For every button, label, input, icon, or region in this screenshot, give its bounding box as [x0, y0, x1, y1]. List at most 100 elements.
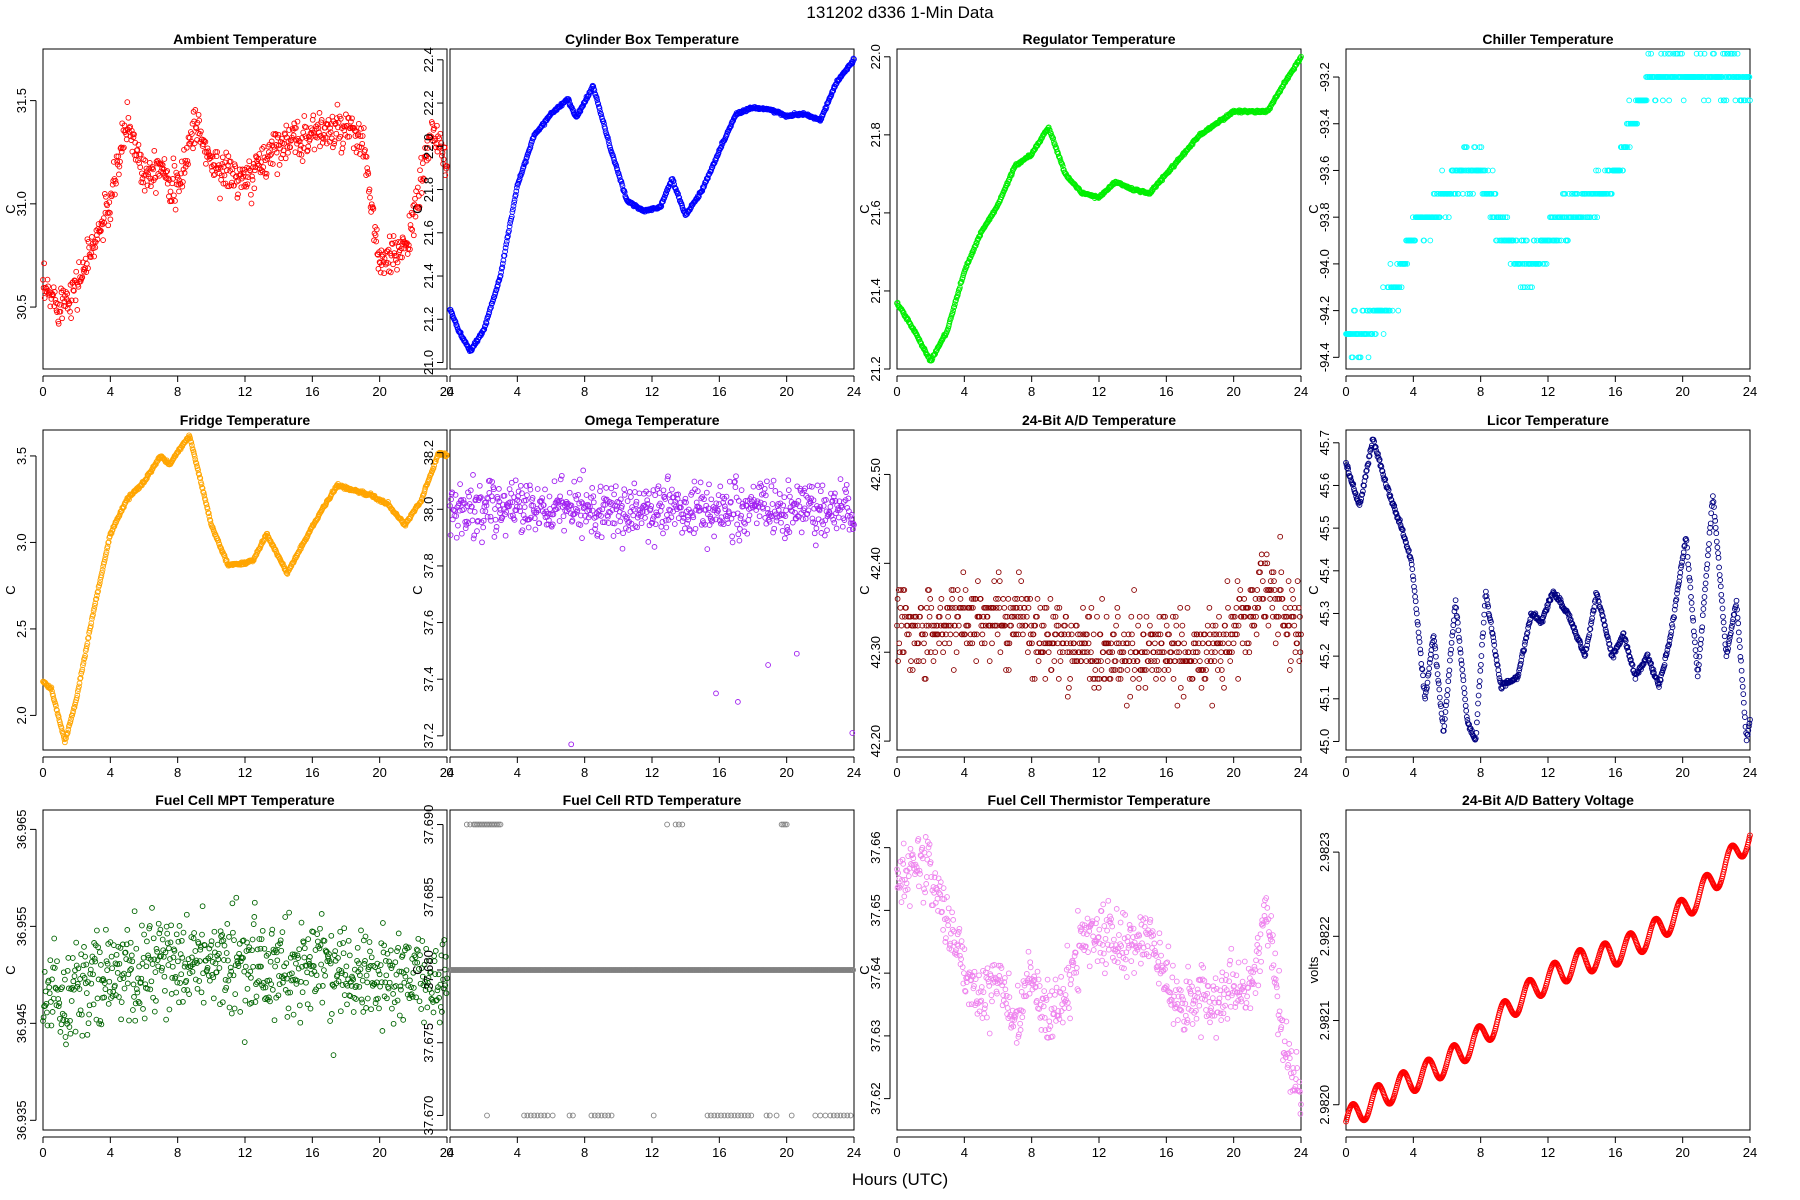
data-point	[1103, 613, 1110, 620]
data-point	[820, 503, 827, 509]
data-point	[89, 243, 96, 250]
data-point	[263, 170, 270, 177]
y-tick-label: 21.6	[421, 220, 436, 245]
data-point	[47, 303, 54, 310]
data-point	[408, 209, 415, 216]
data-point	[351, 125, 358, 131]
data-point	[1051, 658, 1058, 664]
data-point	[519, 167, 526, 174]
data-point	[938, 596, 945, 602]
data-point	[831, 519, 838, 526]
x-tick-label: 20	[372, 384, 386, 399]
x-axis: 0 4 8 12 16 20 24	[39, 375, 454, 399]
data-point	[348, 118, 354, 125]
data-point	[117, 158, 123, 165]
data-point	[1129, 631, 1135, 638]
data-point	[460, 335, 466, 341]
data-point	[223, 167, 230, 174]
data-point	[630, 512, 637, 519]
data-point	[474, 528, 480, 534]
data-point	[927, 596, 934, 602]
data-point	[218, 172, 225, 179]
data-points	[447, 467, 857, 748]
y-axis-label: C	[857, 585, 872, 594]
data-point	[168, 197, 174, 204]
data-point	[973, 658, 980, 664]
data-point	[812, 542, 819, 549]
data-point	[440, 156, 447, 163]
y-tick-label: 22.4	[421, 47, 436, 72]
data-point	[1018, 578, 1025, 584]
data-point	[787, 493, 793, 500]
x-tick-label: 8	[581, 384, 588, 399]
data-point	[1099, 596, 1105, 602]
panel-title: Regulator Temperature	[1023, 31, 1176, 47]
data-point	[387, 269, 394, 276]
data-point	[244, 181, 251, 188]
data-point	[734, 521, 740, 528]
y-tick-label: 2.5	[14, 620, 29, 638]
data-point	[297, 146, 304, 153]
data-point	[112, 191, 118, 198]
data-point	[756, 513, 763, 520]
data-point	[304, 147, 311, 154]
plot-frame	[896, 429, 1302, 751]
data-point	[793, 650, 800, 657]
data-point	[219, 161, 226, 167]
data-point	[121, 122, 128, 129]
data-point	[1123, 702, 1130, 709]
panel-title: Cylinder Box Temperature	[565, 31, 739, 47]
data-point	[785, 477, 792, 484]
data-point	[697, 479, 704, 486]
data-point	[503, 241, 510, 248]
x-tick-label: 0	[39, 384, 46, 399]
data-point	[171, 192, 177, 199]
data-point	[68, 315, 74, 321]
data-point	[447, 532, 454, 538]
x-tick-label: 12	[645, 765, 659, 780]
data-point	[105, 222, 112, 229]
data-point	[657, 508, 664, 514]
data-point	[950, 667, 957, 673]
data-point	[331, 140, 337, 147]
data-point	[316, 110, 323, 116]
data-point	[1135, 684, 1142, 691]
data-point	[263, 174, 269, 180]
data-point	[1104, 658, 1111, 664]
data-point	[80, 259, 86, 266]
x-tick-label: 24	[847, 384, 861, 399]
data-point	[337, 115, 344, 122]
data-point	[198, 128, 204, 135]
data-point	[511, 199, 517, 206]
data-point	[761, 485, 768, 492]
data-point	[579, 535, 585, 541]
data-point	[172, 206, 179, 213]
data-point	[619, 545, 626, 552]
x-tick-label: 12	[1541, 384, 1555, 399]
data-point	[753, 520, 760, 527]
data-point	[404, 251, 411, 257]
data-point	[957, 596, 964, 602]
data-point	[839, 523, 846, 530]
data-point	[425, 145, 431, 151]
data-point	[713, 690, 719, 697]
data-point	[514, 184, 520, 191]
data-point	[196, 117, 203, 124]
figure-x-axis-label: Hours (UTC)	[852, 1170, 948, 1189]
data-point	[273, 149, 280, 156]
data-point	[248, 200, 255, 207]
data-point	[41, 260, 47, 267]
data-point	[88, 250, 95, 256]
y-tick-label: 3.5	[14, 447, 29, 465]
data-point	[355, 120, 362, 127]
data-point	[1365, 354, 1372, 361]
data-point	[604, 134, 611, 140]
data-point	[367, 194, 373, 201]
data-point	[319, 139, 326, 146]
data-point	[638, 520, 645, 527]
data-point	[359, 133, 366, 139]
data-point	[617, 518, 624, 525]
